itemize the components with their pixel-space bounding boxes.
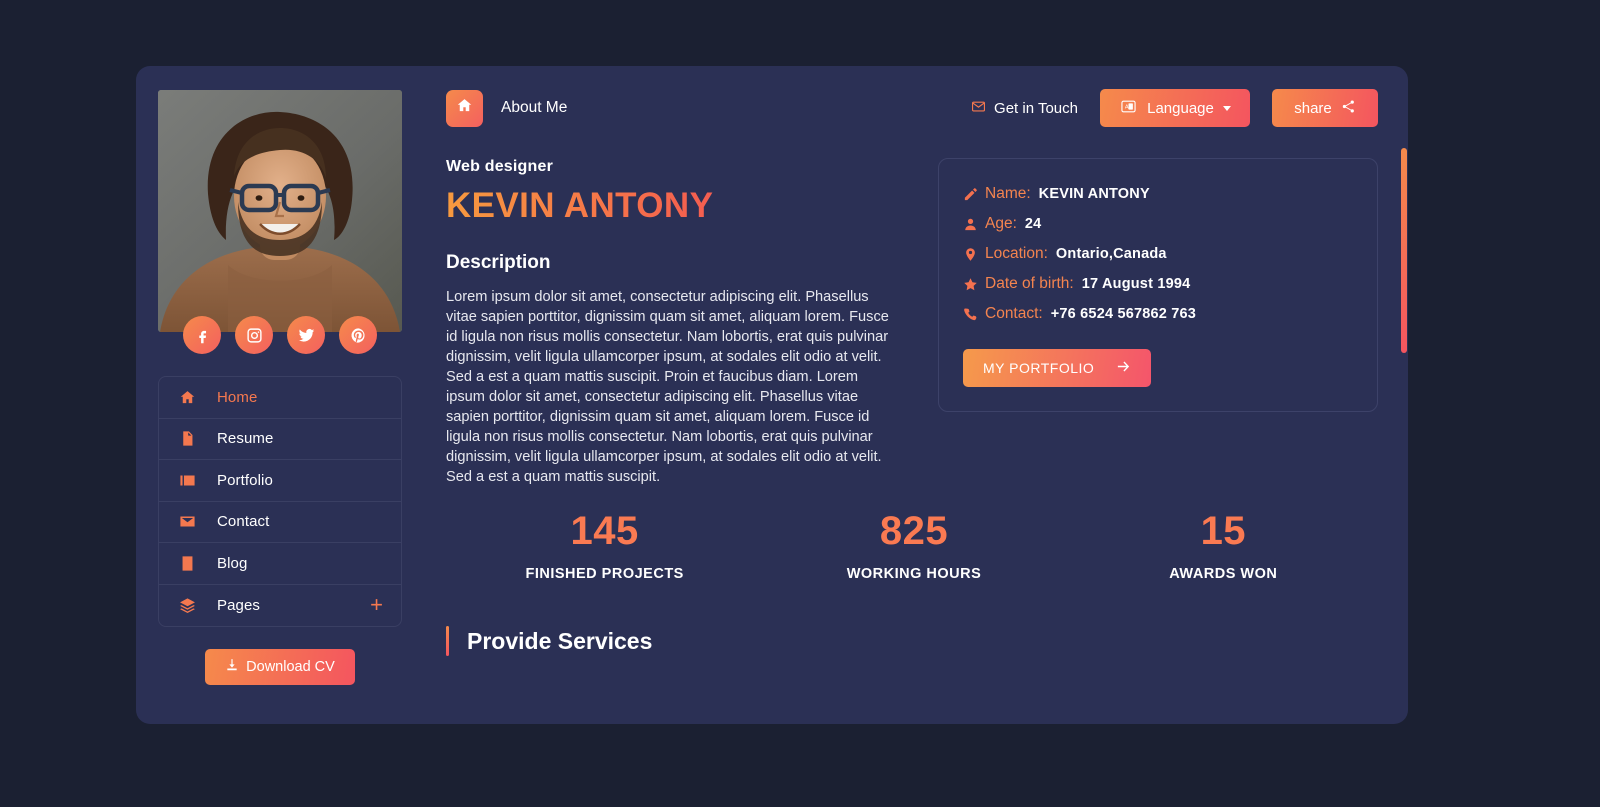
- file-text-icon: [177, 429, 197, 449]
- sidebar-item-contact[interactable]: Contact: [159, 502, 401, 543]
- sidebar-item-resume[interactable]: Resume: [159, 419, 401, 460]
- book-icon: [177, 553, 197, 573]
- description-text: Lorem ipsum dolor sit amet, consectetur …: [446, 289, 889, 485]
- twitter-icon[interactable]: [287, 316, 325, 354]
- sidebar-item-portfolio[interactable]: Portfolio: [159, 460, 401, 502]
- scrollbar-thumb[interactable]: [1401, 148, 1407, 353]
- stat-label: WORKING HOURS: [846, 566, 982, 582]
- sidebar-item-label: Pages: [217, 596, 261, 614]
- stat-label: FINISHED PROJECTS: [525, 566, 684, 582]
- sidebar: Home Resume Portfolio: [136, 66, 424, 724]
- sidebar-item-label: Blog: [217, 554, 248, 572]
- stat-value: 15: [1200, 509, 1247, 553]
- share-button[interactable]: share: [1272, 89, 1378, 127]
- info-value: 24: [1024, 216, 1042, 232]
- breadcrumb: About Me: [501, 99, 568, 116]
- user-icon: [963, 217, 985, 232]
- personal-info-card: Name: KEVIN ANTONY Age: 24: [938, 158, 1378, 412]
- info-key: Date of birth:: [985, 275, 1074, 292]
- instagram-icon[interactable]: [235, 316, 273, 354]
- hero-section: Web designer KEVIN ANTONY Description Lo…: [446, 158, 1378, 487]
- hero-text: Web designer KEVIN ANTONY Description Lo…: [446, 158, 898, 487]
- sidebar-item-blog[interactable]: Blog: [159, 543, 401, 585]
- stat-awards-won: 15 AWARDS WON: [1069, 509, 1378, 582]
- map-pin-icon: [963, 247, 985, 262]
- stat-working-hours: 825 WORKING HOURS: [759, 509, 1068, 582]
- pencil-icon: [963, 187, 985, 202]
- arrow-right-icon: [1116, 360, 1131, 376]
- star-icon: [963, 277, 985, 292]
- info-row-contact: Contact: +76 6524 567862 763: [963, 299, 1353, 329]
- social-links: [183, 316, 377, 354]
- info-key: Age:: [985, 215, 1017, 232]
- section-title: Provide Services: [467, 627, 653, 654]
- sidebar-item-label: Portfolio: [217, 471, 273, 489]
- profile-photo-wrap: [158, 90, 402, 354]
- my-portfolio-button[interactable]: MY PORTFOLIO: [963, 349, 1152, 387]
- info-key: Contact:: [985, 305, 1043, 322]
- pinterest-icon[interactable]: [339, 316, 377, 354]
- profile-photo: [158, 90, 402, 332]
- content-scrollbar[interactable]: [1401, 66, 1407, 724]
- info-value: Ontario,Canada: [1055, 246, 1167, 262]
- sidebar-nav: Home Resume Portfolio: [158, 376, 402, 627]
- job-role: Web designer: [446, 158, 554, 175]
- my-portfolio-label: MY PORTFOLIO: [983, 360, 1095, 376]
- info-value: 17 August 1994: [1081, 276, 1191, 292]
- home-button[interactable]: [446, 89, 483, 127]
- stat-finished-projects: 145 FINISHED PROJECTS: [450, 509, 759, 582]
- download-cv-label: Download CV: [246, 659, 335, 675]
- stat-label: AWARDS WON: [1169, 566, 1278, 582]
- sidebar-item-pages[interactable]: Pages +: [159, 585, 401, 627]
- section-accent-bar: [446, 626, 449, 656]
- sidebar-item-label: Contact: [217, 513, 270, 531]
- hero-info: Name: KEVIN ANTONY Age: 24: [938, 158, 1378, 487]
- language-button[interactable]: A Language: [1100, 89, 1250, 127]
- sidebar-item-label: Resume: [217, 430, 274, 448]
- sidebar-item-home[interactable]: Home: [159, 377, 401, 419]
- page-title: KEVIN ANTONY: [446, 186, 898, 226]
- svg-text:A: A: [1125, 104, 1129, 110]
- info-key: Name:: [985, 185, 1031, 202]
- language-label: Language: [1147, 99, 1214, 117]
- share-nodes-icon: [1341, 99, 1356, 118]
- info-row-location: Location: Ontario,Canada: [963, 239, 1353, 269]
- description-heading: Description: [446, 252, 551, 273]
- home-icon: [177, 387, 197, 407]
- expand-pages-icon[interactable]: +: [370, 592, 383, 618]
- phone-icon: [963, 307, 985, 322]
- translate-icon: A: [1119, 99, 1138, 118]
- download-cv-wrap: Download CV: [158, 649, 402, 685]
- download-cv-button[interactable]: Download CV: [205, 649, 355, 685]
- info-row-age: Age: 24: [963, 209, 1353, 239]
- envelope-icon: [971, 99, 986, 118]
- info-key: Location:: [985, 245, 1048, 262]
- download-icon: [225, 658, 239, 676]
- topbar-actions: Get in Touch A Language share: [971, 89, 1378, 127]
- facebook-icon[interactable]: [183, 316, 221, 354]
- envelope-icon: [177, 512, 197, 532]
- main-content: About Me Get in Touch A Language: [424, 66, 1408, 724]
- portfolio-card: Home Resume Portfolio: [136, 66, 1408, 724]
- info-value: +76 6524 567862 763: [1050, 306, 1197, 322]
- layers-icon: [177, 595, 197, 615]
- sidebar-item-label: Home: [217, 388, 258, 406]
- stat-value: 145: [570, 509, 639, 553]
- info-value: KEVIN ANTONY: [1038, 186, 1150, 202]
- chevron-down-icon: [1222, 105, 1231, 111]
- share-label: share: [1294, 99, 1332, 117]
- provide-services-heading: Provide Services: [446, 626, 1378, 656]
- topbar: About Me Get in Touch A Language: [446, 88, 1378, 128]
- home-icon: [456, 97, 473, 119]
- images-icon: [177, 470, 197, 490]
- get-in-touch-link[interactable]: Get in Touch: [971, 99, 1078, 118]
- info-row-name: Name: KEVIN ANTONY: [963, 179, 1353, 209]
- info-row-dob: Date of birth: 17 August 1994: [963, 269, 1353, 299]
- portrait-illustration: [158, 90, 402, 332]
- get-in-touch-label: Get in Touch: [994, 99, 1078, 117]
- stat-value: 825: [879, 509, 949, 553]
- stat-counters: 145 FINISHED PROJECTS 825 WORKING HOURS …: [446, 509, 1378, 582]
